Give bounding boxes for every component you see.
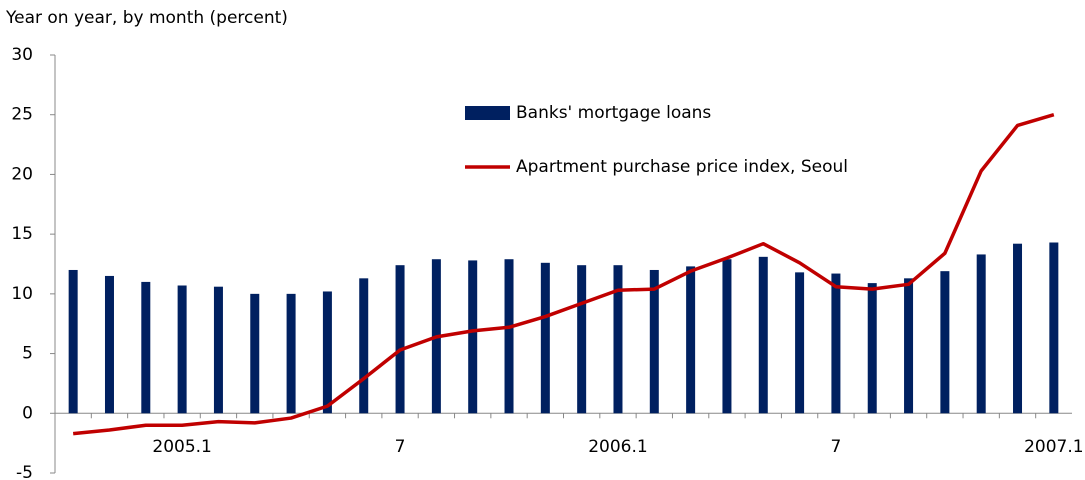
bar	[577, 265, 587, 414]
bar	[250, 293, 260, 414]
bar	[395, 265, 405, 414]
bar	[976, 254, 986, 414]
y-tick-label: -5	[16, 463, 33, 480]
bar	[613, 265, 623, 414]
bar	[504, 259, 514, 414]
bar	[213, 286, 223, 414]
y-tick-label: 25	[11, 105, 33, 125]
y-axis-label: Year on year, by month (percent)	[5, 8, 288, 28]
x-tick-label: 7	[830, 437, 841, 457]
bar	[722, 259, 732, 414]
bar	[322, 291, 332, 414]
bar	[540, 262, 550, 414]
bar	[104, 275, 114, 414]
bar	[940, 271, 950, 414]
bar	[867, 283, 877, 414]
y-tick-label: 0	[22, 403, 33, 423]
bar	[649, 269, 659, 414]
bar	[468, 260, 478, 414]
y-tick-label: 30	[11, 45, 33, 65]
x-tick-label: 7	[395, 437, 406, 457]
y-tick-label: 10	[11, 284, 33, 304]
bar	[141, 281, 151, 414]
bar	[686, 266, 696, 414]
x-tick-label: 2006.1	[588, 437, 647, 457]
bar	[831, 273, 841, 414]
x-tick-label: 2005.1	[152, 437, 211, 457]
bar	[758, 256, 768, 414]
bar	[177, 285, 187, 414]
y-tick-label: 15	[11, 224, 33, 244]
line	[72, 113, 1055, 436]
bar	[68, 269, 78, 414]
bar	[1049, 242, 1059, 414]
bar	[359, 278, 369, 414]
bar	[286, 293, 296, 414]
legend-swatch	[465, 106, 510, 120]
legend-label: Banks' mortgage loans	[516, 103, 711, 123]
bar	[904, 278, 914, 414]
x-tick-label: 2007.1	[1024, 437, 1083, 457]
bar	[795, 272, 805, 414]
bar	[1013, 243, 1023, 414]
y-tick-label: 20	[11, 164, 33, 184]
y-tick-label: 5	[22, 344, 33, 364]
legend-label: Apartment purchase price index, Seoul	[516, 157, 848, 177]
